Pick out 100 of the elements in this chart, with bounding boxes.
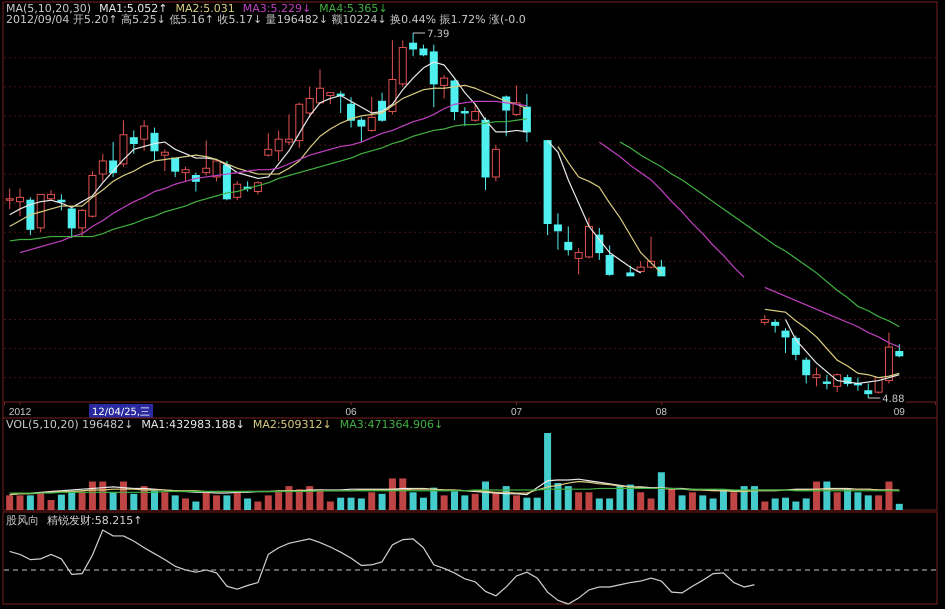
- candlestick: [150, 127, 158, 162]
- bar: [68, 492, 76, 510]
- bar: [772, 498, 779, 510]
- bar: [296, 489, 303, 510]
- bar: [172, 495, 179, 510]
- bar: [213, 495, 220, 510]
- annotation: 4.88: [882, 394, 905, 405]
- bar: [275, 492, 282, 510]
- candlestick: [78, 208, 86, 238]
- candlestick: [264, 132, 272, 158]
- bar: [658, 472, 665, 510]
- candlestick: [419, 44, 428, 57]
- bar: [875, 495, 882, 510]
- x-tick-label: 09: [894, 407, 906, 418]
- bar: [885, 482, 892, 510]
- chart-title: VOL(5,10,20) 196482↓: [6, 418, 134, 431]
- bar: [37, 492, 44, 510]
- bar: [606, 498, 614, 510]
- candlestick: [657, 259, 666, 276]
- candlestick: [636, 260, 645, 274]
- bar: [792, 502, 800, 510]
- text: MA3:5.229↓: [242, 2, 312, 15]
- bar: [150, 490, 158, 510]
- bar: [585, 492, 592, 510]
- candlestick: [368, 96, 376, 132]
- candlestick: [409, 32, 418, 57]
- chart-title: 股风向: [6, 514, 39, 527]
- bar: [854, 492, 862, 510]
- bar: [648, 498, 655, 510]
- bar: [513, 495, 520, 510]
- bar: [192, 502, 200, 510]
- bar: [358, 498, 365, 510]
- bar: [223, 495, 230, 510]
- bar: [896, 504, 903, 510]
- candlestick: [98, 153, 107, 182]
- candlestick: [68, 207, 76, 239]
- candlestick: [595, 227, 604, 260]
- text: MA3:471364.906↓: [340, 418, 444, 431]
- bar: [492, 492, 500, 510]
- x-tick-label: 2012: [8, 407, 32, 418]
- bar: [750, 486, 758, 510]
- candlestick: [212, 159, 221, 182]
- bar: [616, 486, 624, 510]
- candlestick: [16, 188, 24, 217]
- candlestick: [822, 374, 831, 390]
- bar: [254, 502, 262, 510]
- bar: [461, 495, 468, 510]
- candlestick: [233, 180, 242, 201]
- candlestick: [347, 96, 356, 128]
- candlestick: [895, 344, 904, 358]
- text: MA1:432983.188↓: [141, 418, 245, 431]
- candlestick: [802, 356, 810, 384]
- text: MA2:5.031: [176, 2, 235, 15]
- candlestick: [316, 68, 324, 105]
- bar: [834, 492, 841, 510]
- text: 12/04/25,三: [92, 407, 150, 418]
- candlestick: [109, 142, 118, 178]
- annotation: 7.39: [427, 29, 450, 40]
- bar: [348, 498, 355, 510]
- bar: [699, 495, 706, 510]
- chart-subtitle: 2012/09/04 开5.20↑ 高5.25↓ 低5.16↑ 收5.17↓ 量196482↓ 额10224↓ 换0.44% 振1.72% 涨(-0.0: [6, 13, 526, 26]
- bar: [182, 498, 190, 510]
- bar: [130, 494, 138, 510]
- x-tick-label: 08: [656, 407, 668, 418]
- bar: [6, 495, 14, 510]
- candlestick: [812, 366, 821, 387]
- bar: [782, 498, 790, 510]
- candlestick: [160, 148, 169, 172]
- candlestick: [864, 382, 872, 398]
- bar: [110, 492, 117, 510]
- bar: [450, 492, 458, 510]
- candlestick: [626, 265, 634, 276]
- bar: [285, 486, 292, 510]
- candlestick: [171, 158, 180, 178]
- bar: [523, 498, 530, 510]
- bar: [337, 498, 344, 510]
- candlestick: [326, 92, 334, 105]
- candlestick: [182, 166, 190, 182]
- bar: [161, 492, 168, 510]
- candlestick: [57, 194, 66, 211]
- candlestick: [130, 130, 138, 154]
- bar: [740, 486, 748, 510]
- bar: [564, 486, 572, 510]
- bar: [244, 498, 252, 510]
- bar: [58, 494, 65, 510]
- bar: [554, 483, 562, 510]
- bar: [575, 492, 582, 510]
- bar: [202, 492, 210, 510]
- candlestick: [606, 244, 614, 276]
- candlestick: [554, 212, 562, 250]
- bar: [306, 486, 314, 510]
- bar: [440, 495, 448, 510]
- bar: [48, 500, 55, 510]
- text: MA1:5.052↑: [99, 2, 168, 15]
- candlestick: [833, 372, 842, 393]
- candlestick: [782, 328, 790, 354]
- bar: [264, 495, 272, 510]
- bar: [802, 498, 810, 510]
- candlestick: [792, 334, 800, 361]
- bar: [637, 492, 644, 510]
